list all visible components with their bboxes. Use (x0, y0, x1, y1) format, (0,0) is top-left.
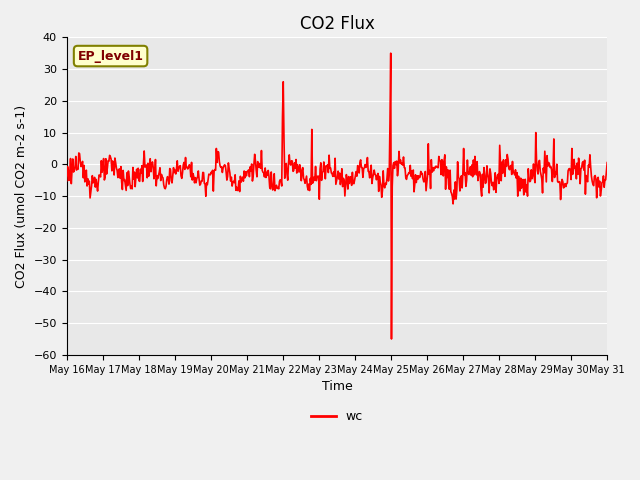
X-axis label: Time: Time (322, 380, 353, 393)
Text: EP_level1: EP_level1 (77, 49, 143, 62)
Legend: wc: wc (306, 405, 368, 428)
Title: CO2 Flux: CO2 Flux (300, 15, 374, 33)
Y-axis label: CO2 Flux (umol CO2 m-2 s-1): CO2 Flux (umol CO2 m-2 s-1) (15, 105, 28, 288)
